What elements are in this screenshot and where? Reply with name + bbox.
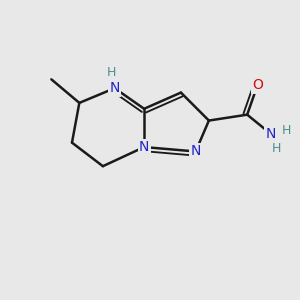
Text: H: H [107,66,116,80]
Text: H: H [282,124,292,137]
Text: N: N [190,145,201,158]
Text: O: O [252,78,263,92]
Text: N: N [139,140,149,154]
Text: N: N [266,127,276,141]
Text: H: H [272,142,281,155]
Text: N: N [110,81,120,95]
